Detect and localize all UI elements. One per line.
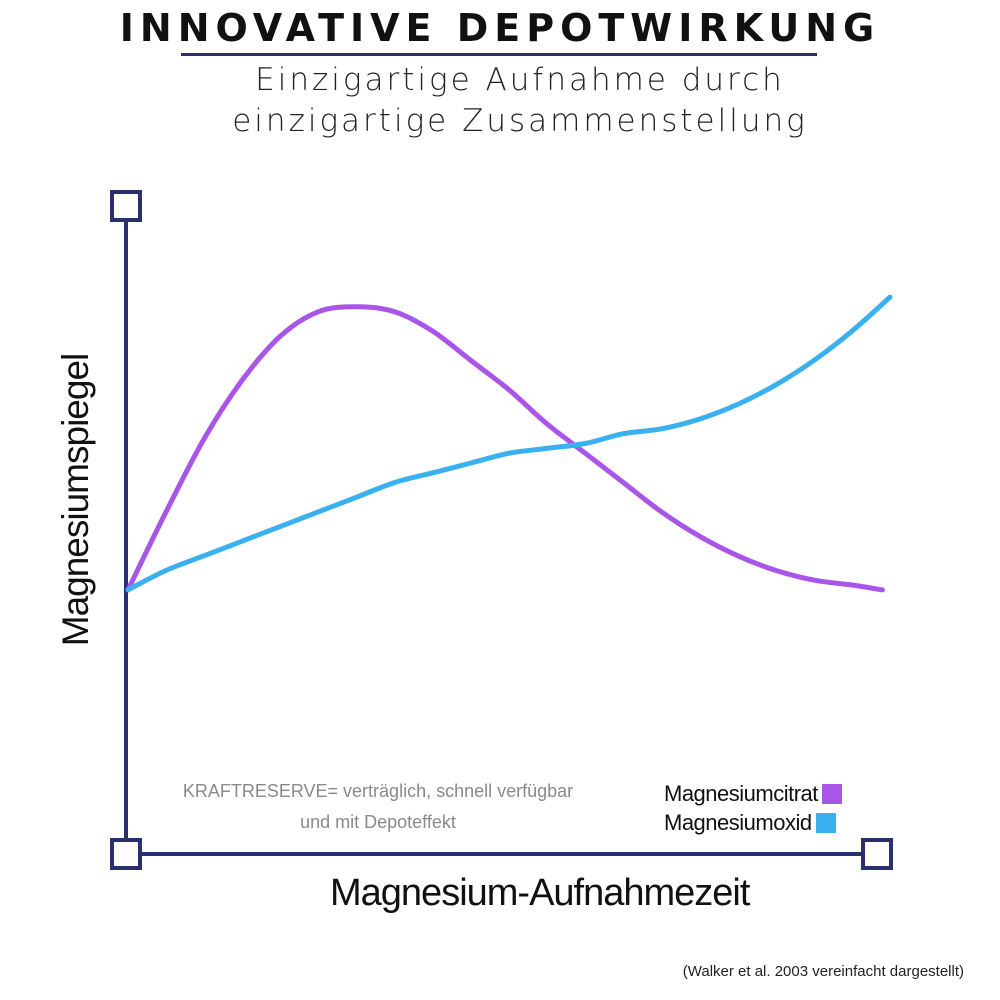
title-underline xyxy=(181,53,817,56)
series-layer xyxy=(125,294,893,593)
note-line-2: und mit Depoteffekt xyxy=(300,812,456,832)
legend-swatch-magnesiumoxid xyxy=(815,812,836,833)
legend-swatch-magnesiumcitrat xyxy=(821,783,842,804)
chart-subtitle: Einzigartige Aufnahme durch einzigartige… xyxy=(0,60,1000,142)
legend: Magnesiumcitrat Magnesiumoxid xyxy=(664,779,842,837)
x-axis-label: Magnesium-Aufnahmezeit xyxy=(330,872,750,914)
y-axis-end-square xyxy=(110,190,142,222)
subtitle-line-2: einzigartige Zusammenstellung xyxy=(232,103,808,139)
annotation-note: KRAFTRESERVE= verträglich, schnell verfü… xyxy=(158,776,598,838)
source-citation: (Walker et al. 2003 vereinfacht dargeste… xyxy=(682,963,964,980)
subtitle-line-1: Einzigartige Aufnahme durch xyxy=(255,62,785,98)
note-line-1: KRAFTRESERVE= verträglich, schnell verfü… xyxy=(182,781,574,801)
chart-axes xyxy=(110,190,893,870)
chart-title: INNOVATIVE DEPOTWIRKUNG xyxy=(119,6,881,50)
legend-label-magnesiumoxid: Magnesiumoxid xyxy=(664,809,812,835)
series-line-magnesiumcitrat xyxy=(125,304,885,593)
x-axis-end-square xyxy=(861,838,893,870)
y-axis-label: Magnesiumspiegel xyxy=(55,353,96,647)
legend-label-magnesiumcitrat: Magnesiumcitrat xyxy=(664,780,818,806)
legend-item-magnesiumcitrat: Magnesiumcitrat xyxy=(664,779,842,808)
legend-item-magnesiumoxid: Magnesiumoxid xyxy=(664,808,842,837)
series-line-magnesiumoxid xyxy=(125,294,893,593)
origin-square xyxy=(110,838,142,870)
